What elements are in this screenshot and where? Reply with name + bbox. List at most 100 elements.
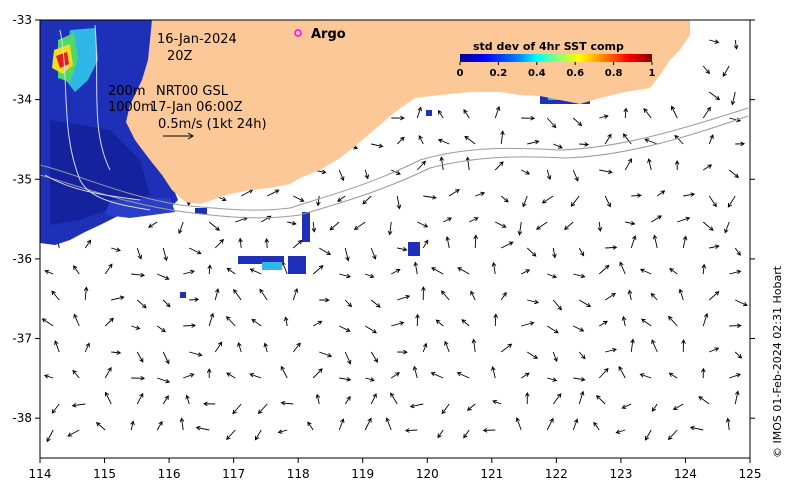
- current-arrow: [457, 267, 470, 275]
- current-arrow: [208, 221, 220, 231]
- current-arrow: [319, 351, 333, 358]
- current-arrow: [51, 403, 60, 414]
- current-arrow: [130, 420, 135, 431]
- current-arrow: [448, 189, 460, 197]
- current-arrow: [729, 323, 742, 328]
- current-arrow: [491, 261, 497, 275]
- current-arrow: [644, 429, 652, 441]
- current-arrow: [729, 373, 742, 379]
- current-arrow: [157, 377, 171, 384]
- current-arrow: [500, 130, 505, 145]
- current-arrow: [465, 156, 471, 171]
- current-arrow: [131, 272, 146, 278]
- current-arrow: [51, 290, 60, 301]
- current-arrow: [672, 403, 684, 411]
- current-arrow: [73, 265, 80, 275]
- current-arrow: [735, 141, 746, 147]
- current-arrow: [464, 135, 476, 145]
- current-arrow: [41, 318, 54, 327]
- current-arrow: [546, 417, 554, 431]
- current-arrow: [729, 269, 742, 275]
- current-arrow: [573, 325, 585, 332]
- current-arrow: [517, 221, 523, 236]
- current-arrow: [639, 373, 652, 379]
- current-arrow: [423, 195, 437, 200]
- current-arrow: [492, 399, 502, 405]
- current-arrow: [470, 290, 476, 301]
- current-arrow: [570, 195, 580, 207]
- sst-darkblue-speckle: [50, 120, 150, 225]
- current-arrow: [370, 299, 381, 308]
- time-label: 20Z: [167, 49, 193, 64]
- y-axis: -33 -34 -35 -36 -37 -38: [12, 13, 755, 425]
- current-arrow: [708, 134, 714, 145]
- colorbar-tick-label: 0.8: [605, 68, 623, 79]
- sst-red-hotspot: [56, 52, 69, 68]
- current-arrow: [595, 395, 606, 405]
- current-arrow: [364, 417, 372, 431]
- current-arrow: [439, 156, 445, 171]
- current-arrow: [541, 195, 554, 204]
- current-arrow: [553, 143, 563, 149]
- current-arrow: [96, 422, 106, 431]
- current-arrow: [702, 106, 711, 119]
- current-arrow: [183, 373, 195, 379]
- current-arrow: [315, 393, 321, 405]
- colorbar: std dev of 4hr SST comp 0 0.2 0.4 0.6 0.8 1: [457, 40, 656, 79]
- current-arrow: [631, 193, 642, 198]
- current-arrow: [500, 291, 507, 301]
- x-tick-label: 119: [351, 467, 374, 481]
- x-tick-label: 118: [287, 467, 310, 481]
- colorbar-gradient: [460, 54, 652, 62]
- current-arrow: [183, 269, 195, 275]
- current-arrow: [604, 293, 616, 301]
- current-arrow: [552, 393, 562, 405]
- current-arrow: [681, 339, 686, 353]
- date-label: 16-Jan-2024: [157, 32, 237, 47]
- current-arrow: [526, 351, 539, 359]
- current-arrow: [238, 237, 243, 249]
- current-arrow: [674, 160, 680, 171]
- current-arrow: [463, 109, 470, 119]
- current-arrow: [157, 273, 170, 280]
- current-arrow: [136, 392, 144, 405]
- current-arrow: [444, 340, 450, 353]
- current-arrow: [730, 91, 736, 106]
- current-arrow: [421, 286, 426, 301]
- current-arrow: [668, 372, 678, 379]
- current-arrow: [280, 400, 294, 406]
- current-arrow: [370, 393, 377, 405]
- y-tick-label: -35: [12, 172, 32, 186]
- sst-speck-6: [180, 292, 186, 298]
- current-arrow: [338, 169, 345, 182]
- current-arrow: [232, 403, 242, 415]
- current-arrow: [397, 247, 408, 252]
- current-arrow: [624, 158, 632, 171]
- current-arrow: [316, 195, 321, 207]
- coastal-streamlines: [44, 24, 151, 211]
- sst-speck-10: [195, 208, 207, 214]
- current-arrow: [264, 238, 270, 249]
- contour-1000m: [40, 115, 749, 219]
- product-label: NRT00 GSL: [156, 84, 229, 99]
- current-arrow: [422, 239, 429, 249]
- current-arrow: [461, 319, 470, 327]
- current-arrow: [546, 325, 559, 334]
- current-arrow: [702, 221, 714, 231]
- current-arrow: [214, 238, 224, 249]
- y-tick-label: -33: [12, 13, 32, 27]
- current-arrow: [312, 265, 324, 275]
- current-arrow: [527, 299, 540, 305]
- current-arrow: [639, 268, 652, 275]
- current-arrow: [156, 325, 166, 333]
- current-arrow: [104, 366, 112, 379]
- current-arrow: [344, 351, 352, 365]
- current-arrow: [162, 299, 171, 308]
- current-arrow: [698, 396, 710, 405]
- current-arrow: [390, 392, 398, 405]
- current-arrow: [572, 418, 579, 431]
- current-arrow: [501, 241, 514, 249]
- current-arrow: [404, 428, 418, 433]
- y-tick-label: -37: [12, 332, 32, 346]
- depth-1000-label: 1000m: [108, 100, 154, 115]
